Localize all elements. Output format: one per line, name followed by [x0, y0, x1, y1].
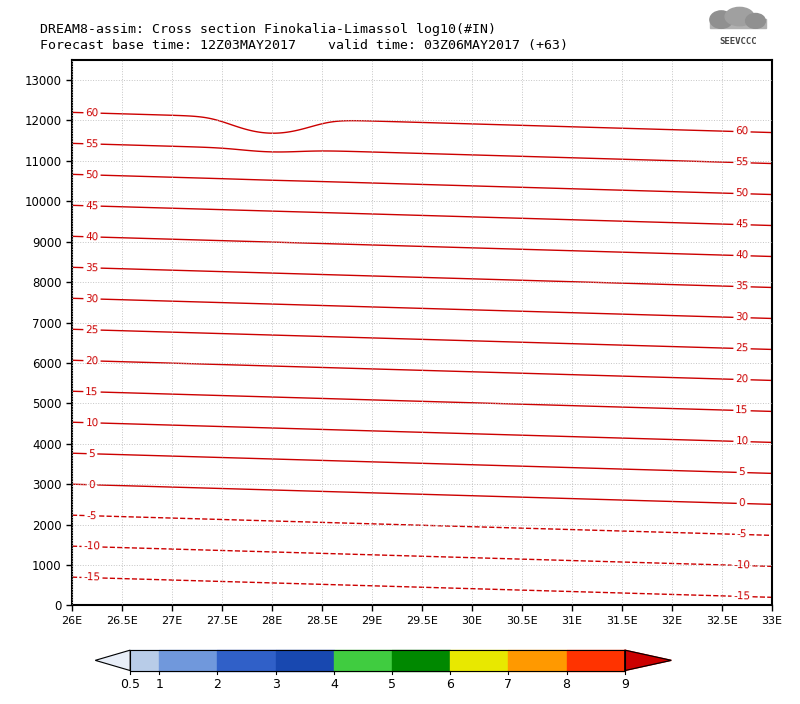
Bar: [276, 650, 334, 670]
Text: 40: 40: [86, 232, 98, 242]
Text: 0: 0: [89, 479, 95, 490]
Text: 40: 40: [735, 251, 749, 260]
Bar: [218, 650, 276, 670]
Text: SEEVCCC: SEEVCCC: [719, 37, 757, 46]
Text: 5: 5: [738, 467, 746, 477]
Text: 15: 15: [735, 406, 749, 416]
Text: 5: 5: [89, 448, 95, 459]
Text: 10: 10: [735, 436, 749, 447]
Text: 2: 2: [214, 678, 222, 691]
Text: 55: 55: [86, 139, 98, 149]
Ellipse shape: [746, 13, 766, 28]
Ellipse shape: [725, 7, 754, 26]
Bar: [130, 650, 625, 670]
Bar: [392, 650, 450, 670]
Text: 6: 6: [446, 678, 454, 691]
Text: 1: 1: [155, 678, 163, 691]
Text: 9: 9: [621, 678, 629, 691]
Text: 4: 4: [330, 678, 338, 691]
Text: Forecast base time: 12Z03MAY2017    valid time: 03Z06MAY2017 (+63): Forecast base time: 12Z03MAY2017 valid t…: [40, 39, 568, 51]
Text: 25: 25: [86, 325, 98, 335]
Text: 8: 8: [562, 678, 570, 691]
Bar: [130, 650, 159, 670]
Polygon shape: [95, 650, 130, 670]
Text: 10: 10: [86, 417, 98, 428]
Text: DREAM8-assim: Cross section Finokalia-Limassol log10(#IN): DREAM8-assim: Cross section Finokalia-Li…: [40, 23, 496, 36]
Bar: [334, 650, 392, 670]
Text: -5: -5: [86, 510, 98, 521]
Text: 60: 60: [86, 108, 98, 118]
Text: 0.5: 0.5: [120, 678, 140, 691]
Bar: [450, 650, 508, 670]
Text: 60: 60: [735, 127, 749, 137]
Text: 50: 50: [86, 170, 98, 180]
Text: -10: -10: [734, 560, 750, 571]
Text: 30: 30: [735, 313, 749, 322]
Text: 5: 5: [388, 678, 396, 691]
Text: 20: 20: [86, 356, 98, 366]
Text: 35: 35: [86, 263, 98, 273]
Text: 45: 45: [735, 220, 749, 230]
Text: -5: -5: [737, 529, 747, 540]
Bar: [159, 650, 218, 670]
Polygon shape: [625, 650, 671, 670]
Bar: [710, 19, 766, 28]
Text: 30: 30: [86, 294, 98, 304]
Text: -15: -15: [734, 591, 750, 602]
Bar: [508, 650, 566, 670]
Text: 55: 55: [735, 158, 749, 168]
Text: 20: 20: [735, 375, 749, 385]
Text: 3: 3: [272, 678, 279, 691]
Text: 25: 25: [735, 344, 749, 354]
Ellipse shape: [710, 11, 733, 28]
Text: 50: 50: [735, 189, 749, 199]
Text: 7: 7: [504, 678, 512, 691]
Text: -15: -15: [83, 572, 101, 583]
Text: 35: 35: [735, 282, 749, 291]
Text: -10: -10: [83, 541, 101, 552]
Text: 0: 0: [738, 498, 746, 508]
Text: 45: 45: [86, 201, 98, 211]
Bar: [566, 650, 625, 670]
Text: 15: 15: [86, 386, 98, 397]
